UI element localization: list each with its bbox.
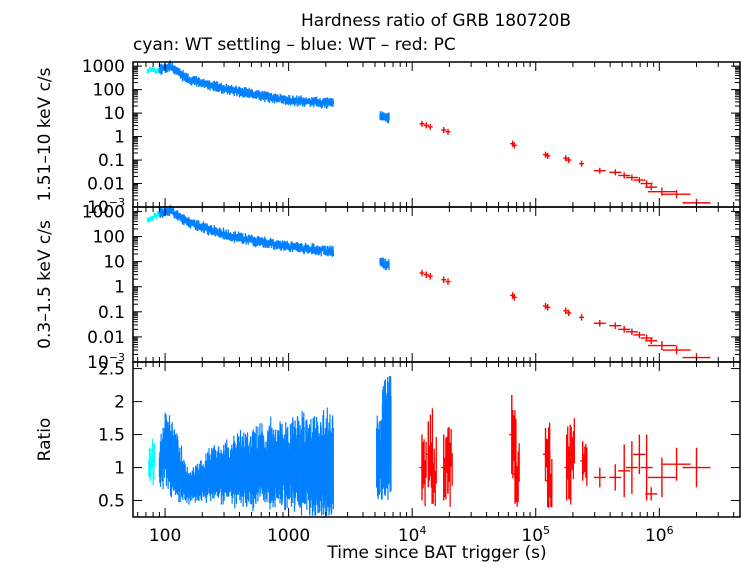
y-tick-label-soft: 0.01 [87, 328, 125, 348]
y-tick-label-ratio: 1 [114, 459, 125, 479]
y-tick-label-hard: 1000 [82, 57, 125, 77]
y-tick-label-ratio: 0.5 [98, 492, 125, 512]
y-tick-label-soft: 1000 [82, 202, 125, 222]
x-tick-label: 105 [521, 524, 550, 546]
y-tick-label-hard: 0.1 [98, 151, 125, 171]
y-tick-label-soft: 1 [114, 278, 125, 298]
y-tick-label-hard: 1 [114, 128, 125, 148]
data-hard [146, 60, 711, 207]
plot-frame-hard [132, 61, 741, 208]
y-tick-label-soft: 100 [93, 228, 125, 248]
y-tick-label-hard: 10 [103, 104, 125, 124]
y-tick-label-ratio: 2.5 [98, 360, 125, 380]
data-soft [146, 204, 711, 362]
y-tick-label-hard: 0.01 [87, 175, 125, 195]
y-tick-label-hard: 100 [93, 81, 125, 101]
data-ratio [148, 376, 711, 516]
axes-ratio: 0.5 1 1.5 2 2.5 Ratio 100 1000 104 105 106 [35, 360, 741, 546]
y-tick-label-soft: 10 [103, 253, 125, 273]
x-tick-label: 104 [398, 524, 427, 546]
x-tick-label: 1000 [267, 526, 310, 546]
chart-title: Hardness ratio of GRB 180720B [301, 11, 571, 31]
y-axis-label-soft: 0.3–1.5 keV c/s [35, 220, 55, 349]
y-axis-label-ratio: Ratio [35, 418, 55, 462]
x-tick-label: 100 [149, 526, 181, 546]
x-axis-label: Time since BAT trigger (s) [326, 543, 546, 563]
chart-subtitle: cyan: WT settling – blue: WT – red: PC [133, 35, 456, 55]
plot-frame-ratio [132, 361, 741, 518]
x-tick-label: 106 [645, 524, 674, 546]
y-tick-label-ratio: 2 [114, 393, 125, 413]
y-axis-label-hard: 1.51–10 keV c/s [35, 67, 55, 201]
y-tick-label-ratio: 1.5 [98, 426, 125, 446]
y-tick-label-soft: 0.1 [98, 303, 125, 323]
